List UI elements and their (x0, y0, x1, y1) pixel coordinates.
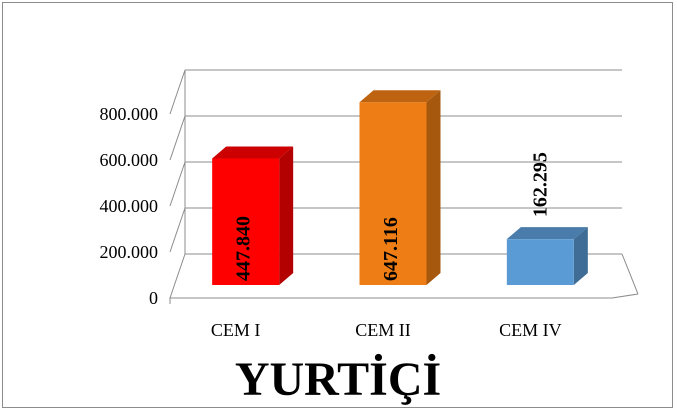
data-label: 162.295 (529, 152, 551, 217)
x-tick-label: CEM II (355, 320, 411, 340)
floor-right-depth (621, 253, 639, 295)
side-wall-gridline (169, 207, 186, 253)
bar-side (279, 146, 294, 285)
side-wall-gridline (169, 161, 186, 207)
side-wall-gridline (169, 115, 186, 161)
y-tick-label: 800.000 (100, 104, 159, 124)
bar-top (506, 227, 588, 240)
bar (506, 239, 574, 285)
y-tick-label: 400.000 (100, 196, 159, 216)
side-wall-gridline (169, 69, 186, 115)
floor-right-edge (611, 293, 639, 299)
x-tick-label: CEM I (211, 320, 261, 340)
x-tick-label: CEM IV (499, 320, 562, 340)
data-label: 447.840 (233, 216, 255, 281)
y-tick-label: 0 (149, 288, 158, 308)
bar-top (212, 146, 294, 159)
y-tick-label: 200.000 (100, 242, 159, 262)
chart-title: YURTİÇİ (235, 353, 441, 406)
y-tick-label: 600.000 (100, 150, 159, 170)
bar (212, 158, 280, 285)
bar-side (426, 90, 441, 285)
side-wall-gridline (169, 253, 186, 299)
bar-top (359, 90, 441, 103)
bar (359, 102, 427, 285)
data-label: 647.116 (380, 217, 402, 281)
bar-side (573, 227, 588, 285)
